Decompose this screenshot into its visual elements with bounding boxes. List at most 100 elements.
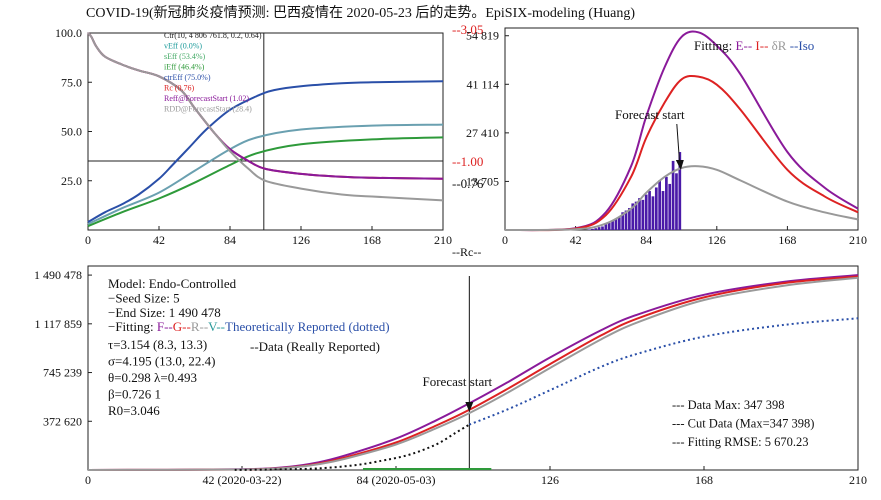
panel1-rc-top: --3.05 bbox=[452, 22, 483, 37]
panel3-stat-line: --- Data Max: 347 398 bbox=[672, 398, 784, 412]
panel2-x-tick-label: 210 bbox=[849, 233, 867, 247]
panel2-legend-part-0: Fitting: bbox=[694, 38, 736, 53]
panel1-legend-entry: Reff@ForecastStart (1.02) bbox=[164, 94, 249, 103]
panel1-x-tick-label: 0 bbox=[85, 233, 91, 247]
panel2-bar bbox=[624, 210, 628, 230]
panel2-bar bbox=[628, 208, 631, 230]
panel1-legend-entry: Ctr(10, 4 806 761.8, 0.2, 0.64) bbox=[164, 31, 262, 40]
panel1-series-line-4 bbox=[87, 32, 444, 180]
panel1-rc-low: --0.76 bbox=[452, 176, 484, 191]
panel1-series-line-2 bbox=[87, 136, 444, 228]
panel2-bar bbox=[591, 228, 594, 230]
panel2-bar bbox=[611, 221, 614, 230]
panel3-fitting-legend-part-3: R-- bbox=[191, 319, 208, 334]
panel2-bar bbox=[654, 187, 658, 230]
panel2-legend-part-2: I-- bbox=[755, 38, 771, 53]
panel2-bar bbox=[665, 176, 668, 230]
panel3-y-tick-label: 372 620 bbox=[43, 414, 82, 428]
panel1-y-tick-label: 100.0 bbox=[55, 26, 82, 40]
panel2-x-tick-label: 0 bbox=[502, 233, 508, 247]
panel3-param-line: θ=0.298 λ=0.493 bbox=[108, 370, 197, 385]
panel2-bar bbox=[668, 183, 672, 230]
panel2-forecast-arrowhead bbox=[675, 160, 684, 170]
panel1-x-tick-label: 168 bbox=[363, 233, 381, 247]
panel1-series-line-0 bbox=[87, 80, 444, 223]
panel2-bar bbox=[617, 217, 621, 230]
panel3-x-tick-label: 168 bbox=[695, 473, 713, 487]
panel2-bar bbox=[631, 203, 635, 230]
panel3-param-line: σ=4.195 (13.0, 22.4) bbox=[108, 354, 216, 369]
panel2-x-tick-label: 42 bbox=[570, 233, 582, 247]
panel2-legend: Fitting: E-- I-- δR --Iso bbox=[694, 38, 814, 53]
panel3-series-line-4 bbox=[234, 423, 470, 471]
panel3-fitting-legend-part-4: V-- bbox=[208, 319, 225, 334]
panel1-legend-entry: ctrEff (75.0%) bbox=[164, 73, 211, 82]
panel2-x-tick-label: 168 bbox=[778, 233, 796, 247]
chart-title: COVID-19(新冠肺炎疫情预测: 巴西疫情在 2020-05-23 后的走势… bbox=[86, 6, 636, 21]
panel3-y-tick-label: 1 117 859 bbox=[34, 317, 82, 331]
panel1-legend-entry: Rc (0.76) bbox=[164, 84, 195, 93]
panel2-forecast-label: Forecast start bbox=[615, 107, 685, 122]
panel2-bar bbox=[644, 194, 648, 230]
panel1-y-tick-label: 25.0 bbox=[61, 174, 82, 188]
panel3-y-tick-label: 745 239 bbox=[43, 366, 82, 380]
panel2-y-tick-label: 13 705 bbox=[466, 174, 499, 188]
panel2-legend-part-3: δR bbox=[772, 38, 790, 53]
panel3-series-line-2 bbox=[87, 276, 859, 471]
panel3-x-tick-label: 210 bbox=[849, 473, 867, 487]
panel3-param-line: β=0.726 1 bbox=[108, 387, 161, 402]
panel2-bar bbox=[678, 152, 682, 230]
panel1-legend-entry: RDD@ForecastStart (28.4) bbox=[164, 105, 252, 114]
panel1-series-line-3 bbox=[87, 32, 444, 180]
panel2-bar bbox=[594, 228, 598, 230]
panel1-y-tick-label: 50.0 bbox=[61, 125, 82, 139]
panel2-series-line-0 bbox=[504, 30, 859, 232]
panel3-forecast-arrowhead bbox=[465, 402, 474, 412]
panel3-info-line: Model: Endo-Controlled bbox=[108, 276, 237, 291]
panel1-rc-axis-label: --Rc-- bbox=[452, 245, 481, 259]
panel3-param-line: τ=3.154 (8.3, 13.3) bbox=[108, 337, 207, 352]
panel1-legend-entry: vEff (0.0%) bbox=[164, 42, 202, 51]
panel3-fitting-legend-part-0: −Fitting: bbox=[108, 319, 157, 334]
panel3-stat-line: --- Cut Data (Max=347 398) bbox=[672, 417, 814, 431]
panel2-bar bbox=[601, 226, 604, 230]
panel2-bar bbox=[661, 191, 665, 230]
panel3-forecast-label: Forecast start bbox=[422, 374, 492, 389]
panel3-stat-line: --- Fitting RMSE: 5 670.23 bbox=[672, 435, 808, 449]
panel1-series-line-5 bbox=[87, 32, 444, 202]
panel3-x-tick-label: 84 (2020-05-03) bbox=[357, 473, 436, 487]
panel1-x-tick-label: 84 bbox=[224, 233, 236, 247]
panel2-bar bbox=[607, 222, 611, 230]
panel3-x-tick-label: 0 bbox=[85, 473, 91, 487]
panel2-legend-part-4: --Iso bbox=[790, 38, 815, 53]
panel1-x-tick-label: 210 bbox=[434, 233, 452, 247]
panel2-bar bbox=[587, 229, 591, 230]
panel1-legend-entry: iEff (46.4%) bbox=[164, 63, 205, 72]
panel3-param-line: R0=3.046 bbox=[108, 403, 160, 418]
panel2-series-line-2 bbox=[504, 165, 859, 232]
panel3-data-label: --Data (Really Reported) bbox=[250, 339, 380, 354]
panel3-series-line-3 bbox=[468, 317, 859, 426]
panel3-fitting-legend-part-2: G-- bbox=[173, 319, 191, 334]
panel3-x-tick-label: 42 (2020-03-22) bbox=[203, 473, 282, 487]
panel1-y-tick-label: 75.0 bbox=[61, 75, 82, 89]
panel2-bar bbox=[597, 227, 601, 230]
panel2-x-tick-label: 84 bbox=[640, 233, 652, 247]
panel3-x-tick-label: 126 bbox=[541, 473, 559, 487]
panel2-frame bbox=[504, 27, 859, 231]
panel2-forecast-arrow bbox=[676, 123, 681, 167]
panel2-bar bbox=[634, 201, 638, 230]
panel1-x-tick-label: 126 bbox=[292, 233, 310, 247]
panel1-x-tick-label: 42 bbox=[153, 233, 165, 247]
panel2-bar bbox=[675, 173, 678, 230]
panel2-bar bbox=[641, 199, 645, 230]
panel3-fitting-legend: −Fitting: F--G--R--V--Theoretically Repo… bbox=[108, 319, 390, 334]
panel2-bar bbox=[614, 218, 618, 230]
panel1-legend-entry: sEff (53.4%) bbox=[164, 52, 206, 61]
panel1-rc-mid: --1.00 bbox=[452, 154, 483, 169]
panel2-bar bbox=[671, 160, 675, 230]
panel2-series-line-1 bbox=[504, 74, 859, 232]
panel2-bar bbox=[651, 196, 655, 230]
panel2-bar bbox=[604, 224, 608, 230]
